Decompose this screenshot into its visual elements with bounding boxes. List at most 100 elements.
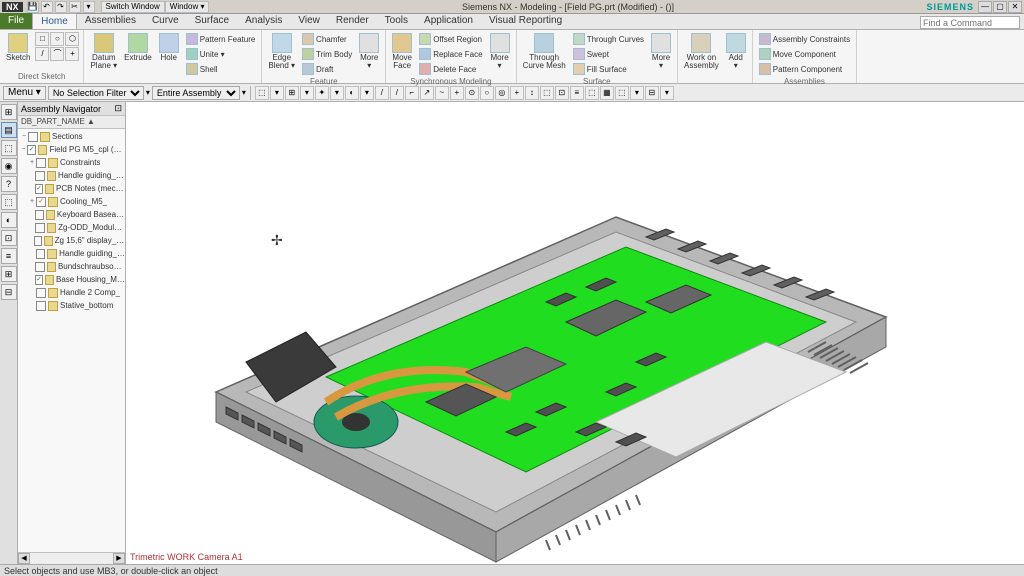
ribbon-more-button[interactable]: More▾ — [488, 32, 512, 71]
ribbon-btn-edge[interactable]: EdgeBlend ▾ — [266, 32, 297, 71]
qat-undo-icon[interactable]: ↶ — [41, 1, 53, 13]
tree-checkbox[interactable] — [35, 262, 44, 272]
resource-tab-icon[interactable]: ▤ — [1, 122, 17, 138]
sketch-tool-icon[interactable]: ○ — [50, 32, 64, 46]
assembly-scope-dropdown[interactable]: Entire Assembly — [152, 86, 240, 100]
maximize-button[interactable]: ▢ — [993, 1, 1007, 13]
tree-checkbox[interactable] — [36, 301, 46, 311]
ribbon-btn-chamfer[interactable]: Chamfer — [300, 32, 354, 46]
toolbar-icon[interactable]: ◐ — [345, 86, 359, 100]
tab-analysis[interactable]: Analysis — [237, 13, 290, 29]
tree-checkbox[interactable] — [35, 223, 44, 233]
tree-checkbox[interactable] — [34, 236, 42, 246]
switch-window-button[interactable]: Switch Window — [101, 1, 165, 13]
tree-checkbox[interactable] — [36, 197, 46, 207]
ribbon-btn-pattern-component[interactable]: Pattern Component — [757, 62, 852, 76]
toolbar-icon[interactable]: ▾ — [270, 86, 284, 100]
tab-curve[interactable]: Curve — [144, 13, 187, 29]
tab-application[interactable]: Application — [416, 13, 481, 29]
toolbar-icon[interactable]: / — [390, 86, 404, 100]
toolbar-icon[interactable]: ⊟ — [645, 86, 659, 100]
toolbar-icon[interactable]: ⊡ — [555, 86, 569, 100]
ribbon-btn-work-on[interactable]: Work onAssembly — [682, 32, 721, 71]
toolbar-icon[interactable]: / — [375, 86, 389, 100]
ribbon-btn-sketch[interactable]: Sketch — [4, 32, 32, 63]
navigator-scrollbar[interactable]: ◀▶ — [18, 552, 125, 564]
navigator-pin-icon[interactable]: ⊡ — [114, 103, 122, 114]
ribbon-btn-offset-region[interactable]: Offset Region — [417, 32, 484, 46]
tree-item[interactable]: PCB Notes (mech.) - Fi — [18, 182, 125, 195]
sketch-tool-icon[interactable]: ⌒ — [50, 47, 64, 61]
toolbar-icon[interactable]: ⬚ — [585, 86, 599, 100]
sketch-tool-icon[interactable]: ⬡ — [65, 32, 79, 46]
window-menu-button[interactable]: Window ▾ — [165, 1, 210, 13]
sketch-tool-icon[interactable]: + — [65, 47, 79, 61]
tree-item[interactable]: Bundschraubsonnen — [18, 260, 125, 273]
toolbar-icon[interactable]: ↕ — [525, 86, 539, 100]
toolbar-icon[interactable]: ⬚ — [255, 86, 269, 100]
ribbon-btn-through[interactable]: ThroughCurve Mesh — [521, 32, 568, 71]
tab-home[interactable]: Home — [32, 13, 77, 29]
ribbon-btn-pattern-feature[interactable]: Pattern Feature — [184, 32, 258, 46]
ribbon-btn-through-curves[interactable]: Through Curves — [571, 32, 646, 46]
menu-button[interactable]: Menu ▾ — [3, 86, 46, 100]
ribbon-more-button[interactable]: More▾ — [649, 32, 673, 71]
ribbon-btn-replace-face[interactable]: Replace Face — [417, 47, 484, 61]
tab-surface[interactable]: Surface — [187, 13, 237, 29]
selection-filter-dropdown[interactable]: No Selection Filter — [48, 86, 144, 100]
navigator-column-header[interactable]: DB_PART_NAME ▲ — [18, 116, 125, 129]
tree-item[interactable]: Handle 2 Comp_ — [18, 286, 125, 299]
tree-item[interactable]: Zg 15,6" display_full HD ( — [18, 234, 125, 247]
tab-assemblies[interactable]: Assemblies — [77, 13, 144, 29]
ribbon-btn-draft[interactable]: Draft — [300, 62, 354, 76]
tree-item[interactable]: Base Housing_M5_fina — [18, 273, 125, 286]
tree-checkbox[interactable] — [35, 210, 44, 220]
tree-checkbox[interactable] — [35, 171, 44, 181]
qat-more-icon[interactable]: ▾ — [83, 1, 95, 13]
sketch-tool-icon[interactable]: / — [35, 47, 49, 61]
toolbar-icon[interactable]: ⬚ — [615, 86, 629, 100]
minimize-button[interactable]: — — [978, 1, 992, 13]
ribbon-btn-add[interactable]: Add▾ — [724, 32, 748, 71]
resource-tab-icon[interactable]: ⊡ — [1, 230, 17, 246]
3d-viewport[interactable]: ✢ Trimetric WORK Camera A1 — [126, 102, 1024, 564]
tree-item[interactable]: Handle guiding_left — [18, 247, 125, 260]
toolbar-icon[interactable]: ⊙ — [465, 86, 479, 100]
toolbar-icon[interactable]: ▦ — [600, 86, 614, 100]
ribbon-btn-move[interactable]: MoveFace — [390, 32, 414, 71]
toolbar-icon[interactable]: ▾ — [630, 86, 644, 100]
toolbar-icon[interactable]: ▾ — [300, 86, 314, 100]
resource-tab-icon[interactable]: ≡ — [1, 248, 17, 264]
tree-checkbox[interactable] — [36, 158, 46, 168]
tree-item[interactable]: −Sections — [18, 130, 125, 143]
toolbar-icon[interactable]: ↗ — [420, 86, 434, 100]
tree-item[interactable]: Stative_bottom — [18, 299, 125, 312]
qat-cut-icon[interactable]: ✂ — [69, 1, 81, 13]
qat-redo-icon[interactable]: ↷ — [55, 1, 67, 13]
resource-tab-icon[interactable]: ◐ — [1, 212, 17, 228]
toolbar-icon[interactable]: ⊞ — [285, 86, 299, 100]
tab-view[interactable]: View — [290, 13, 328, 29]
ribbon-btn-hole[interactable]: Hole — [157, 32, 181, 63]
ribbon-btn-unite-[interactable]: Unite ▾ — [184, 47, 258, 61]
sketch-tool-icon[interactable]: □ — [35, 32, 49, 46]
qat-save-icon[interactable]: 💾 — [27, 1, 39, 13]
tab-render[interactable]: Render — [328, 13, 377, 29]
toolbar-icon[interactable]: ▾ — [360, 86, 374, 100]
toolbar-icon[interactable]: ▾ — [330, 86, 344, 100]
ribbon-btn-shell[interactable]: Shell — [184, 62, 258, 76]
toolbar-icon[interactable]: + — [450, 86, 464, 100]
ribbon-more-button[interactable]: More▾ — [357, 32, 381, 71]
ribbon-btn-move-component[interactable]: Move Component — [757, 47, 852, 61]
toolbar-icon[interactable]: ◎ — [495, 86, 509, 100]
ribbon-btn-extrude[interactable]: Extrude — [122, 32, 154, 63]
tree-item[interactable]: Zg-ODD_Modul_MB — [18, 221, 125, 234]
tree-item[interactable]: Keyboard Baseassem — [18, 208, 125, 221]
tree-item[interactable]: Handle guiding_right — [18, 169, 125, 182]
toolbar-icon[interactable]: ≡ — [570, 86, 584, 100]
resource-tab-icon[interactable]: ⊞ — [1, 104, 17, 120]
tree-checkbox[interactable] — [35, 184, 44, 194]
tab-visual-reporting[interactable]: Visual Reporting — [481, 13, 570, 29]
resource-tab-icon[interactable]: ? — [1, 176, 17, 192]
ribbon-btn-datum[interactable]: DatumPlane ▾ — [88, 32, 119, 71]
